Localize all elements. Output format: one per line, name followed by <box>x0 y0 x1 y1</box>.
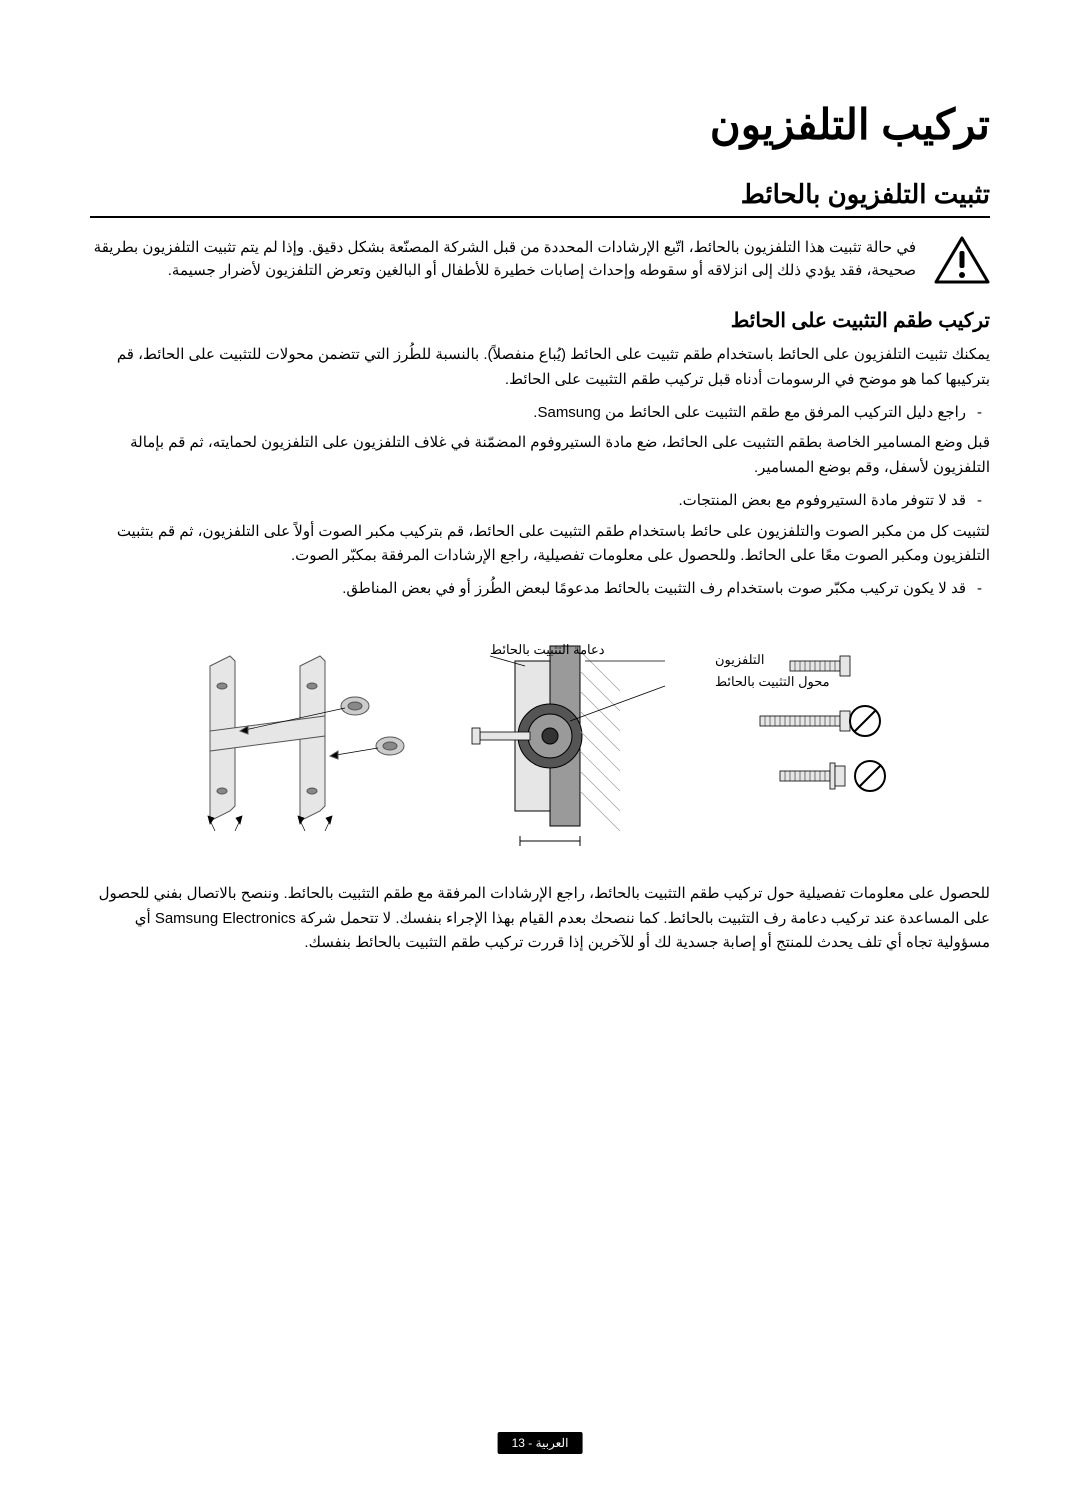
section-heading: تثبيت التلفزيون بالحائط <box>90 179 990 218</box>
page-main-title: تركيب التلفزيون <box>90 100 990 149</box>
installation-diagram: C دعامة التثبيت بالحائط التلفزيون محول ا… <box>90 626 990 846</box>
warning-block: في حالة تثبيت هذا التلفزيون بالحائط، اتّ… <box>90 236 990 284</box>
bullet-1: راجع دليل التركيب المرفق مع طقم التثبيت … <box>90 401 990 426</box>
page-number-badge: العربية - 13 <box>498 1432 583 1454</box>
bullet-3: قد لا يكون تركيب مكبّر صوت باستخدام رف ا… <box>90 577 990 602</box>
warning-triangle-icon <box>934 236 990 284</box>
diagram-label-bracket: دعامة التثبيت بالحائط <box>490 642 605 657</box>
footer-paragraph: للحصول على معلومات تفصيلية حول تركيب طقم… <box>90 882 990 956</box>
warning-text: في حالة تثبيت هذا التلفزيون بالحائط، اتّ… <box>90 236 916 283</box>
bullet-2: قد لا تتوفر مادة الستيروفوم مع بعض المنت… <box>90 489 990 514</box>
paragraph-3: لتثبيت كل من مكبر الصوت والتلفزيون على ح… <box>90 520 990 570</box>
subsection-heading: تركيب طقم التثبيت على الحائط <box>90 308 990 333</box>
diagram-label-adapter: محول التثبيت بالحائط <box>715 674 830 690</box>
paragraph-2: قبل وضع المسامير الخاصة بطقم التثبيت على… <box>90 431 990 481</box>
paragraph-1: يمكنك تثبيت التلفزيون على الحائط باستخدا… <box>90 343 990 393</box>
diagram-label-tv: التلفزيون <box>715 652 764 668</box>
